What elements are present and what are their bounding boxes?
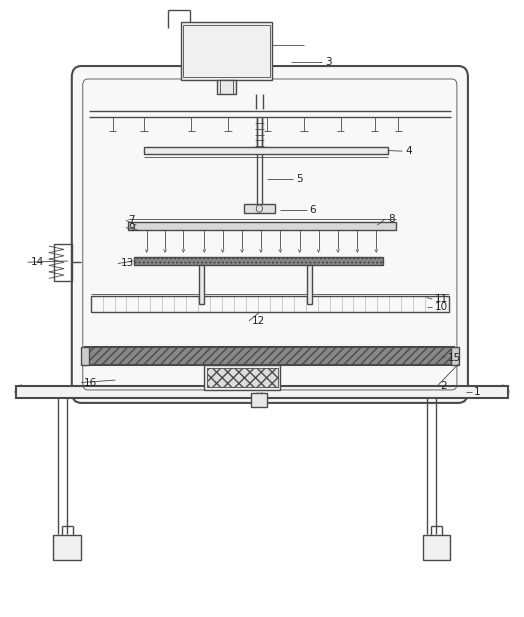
Text: 12: 12 [252,316,265,326]
Bar [307,265,312,304]
Text: 10: 10 [435,302,448,312]
Bar [199,265,204,304]
Bar [423,535,450,560]
Text: 7: 7 [128,215,135,225]
Bar [81,347,89,365]
Text: 11: 11 [435,294,448,304]
Text: 4: 4 [405,146,412,156]
Bar [181,22,272,80]
Bar [16,386,508,398]
Bar [207,368,278,387]
Bar [91,296,449,312]
Bar [220,80,233,94]
Text: 3: 3 [325,57,332,67]
Bar [244,204,275,213]
Bar [144,147,388,154]
Text: 5: 5 [296,174,303,184]
Text: 13: 13 [121,259,134,268]
Bar [251,393,267,407]
Text: 16: 16 [84,378,97,387]
Text: 15: 15 [448,353,461,363]
FancyBboxPatch shape [72,66,468,403]
Bar [183,25,270,77]
Bar [53,535,81,560]
Bar [134,257,383,265]
Bar [451,347,458,365]
Bar [54,244,72,281]
Text: 6: 6 [309,205,316,215]
Bar [128,222,396,230]
Text: 8: 8 [388,214,395,224]
Text: 1: 1 [474,387,481,397]
Text: 9: 9 [128,223,135,233]
Text: 14: 14 [30,257,43,267]
Bar [204,365,280,390]
Bar [85,347,454,365]
Text: 2: 2 [440,381,447,391]
Bar [217,80,236,94]
